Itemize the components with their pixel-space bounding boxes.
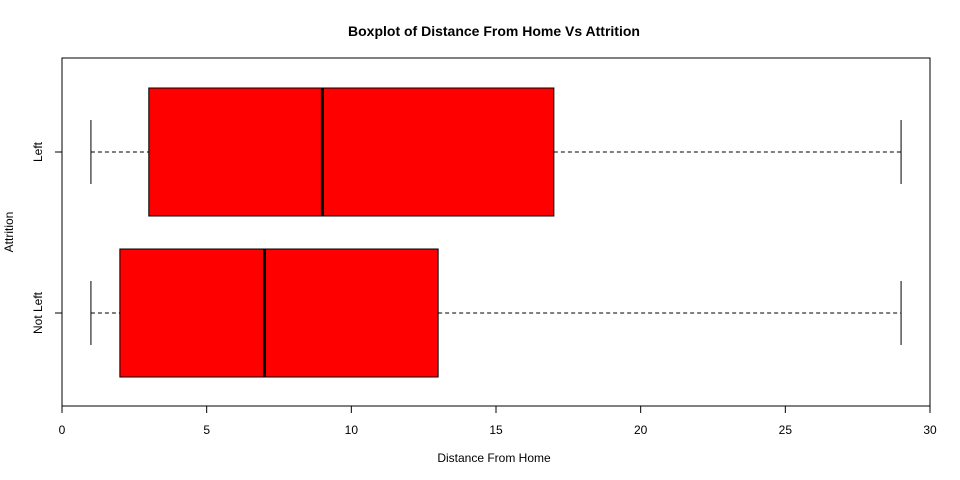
chart-title: Boxplot of Distance From Home Vs Attriti…	[348, 23, 640, 39]
x-axis: 0 5 10 15 20 25 30	[59, 405, 937, 437]
x-tick-label: 5	[203, 423, 210, 437]
box-iqr	[148, 87, 555, 217]
x-tick-label: 25	[779, 423, 793, 437]
y-tick-label: Left	[31, 141, 45, 162]
box-group-left	[90, 87, 902, 217]
y-axis: Not Left Left	[31, 141, 62, 334]
box-iqr	[119, 248, 439, 378]
plot-marks	[90, 87, 902, 378]
y-axis-label: Attrition	[2, 212, 16, 253]
box-group-not-left	[90, 248, 902, 378]
x-tick-label: 10	[345, 423, 359, 437]
x-tick-label: 30	[923, 423, 937, 437]
y-tick-label: Not Left	[31, 291, 45, 334]
x-tick-label: 15	[489, 423, 503, 437]
x-tick-label: 20	[634, 423, 648, 437]
x-axis-label: Distance From Home	[437, 451, 551, 465]
x-tick-label: 0	[59, 423, 66, 437]
